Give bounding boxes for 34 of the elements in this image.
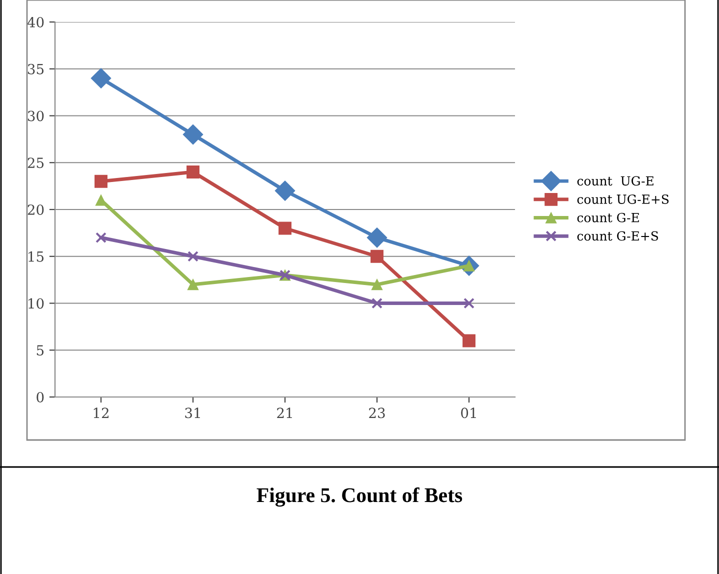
x-tick-label: 01	[461, 408, 476, 418]
y-tick-label: 40	[27, 16, 44, 28]
legend-label: count UG-E+S	[577, 194, 669, 204]
point	[94, 174, 108, 188]
y-tick-label: 15	[28, 251, 44, 262]
point	[370, 250, 384, 263]
point	[188, 250, 198, 262]
y-tick-label: 30	[28, 110, 44, 122]
legend-label: count G-E	[577, 212, 639, 222]
point	[186, 166, 200, 178]
point	[371, 278, 383, 290]
y-tick-label: 35	[28, 64, 44, 74]
x-tick-label: 12	[94, 408, 108, 418]
text: Figure 5. Count of Bets	[256, 487, 462, 507]
x-tick-label: 31	[185, 408, 200, 418]
point	[278, 222, 292, 235]
point	[274, 180, 296, 201]
y-tick-label: 20	[28, 204, 44, 215]
x-tick-label: 21	[277, 408, 292, 418]
y-tick-label: 25	[28, 158, 44, 168]
legend-label: count UG-E	[577, 176, 654, 186]
y-tick-label: 10	[28, 298, 44, 309]
point	[366, 227, 388, 248]
point	[372, 298, 382, 309]
point	[90, 68, 112, 88]
x-tick-label: 23	[369, 408, 385, 418]
point	[96, 232, 106, 244]
point	[187, 278, 199, 290]
y-tick-label: 0	[36, 392, 44, 402]
point	[462, 334, 476, 348]
point	[182, 124, 204, 145]
legend-label: count G-E+S	[577, 231, 658, 241]
y-tick-label: 5	[36, 345, 44, 356]
point	[464, 298, 474, 309]
